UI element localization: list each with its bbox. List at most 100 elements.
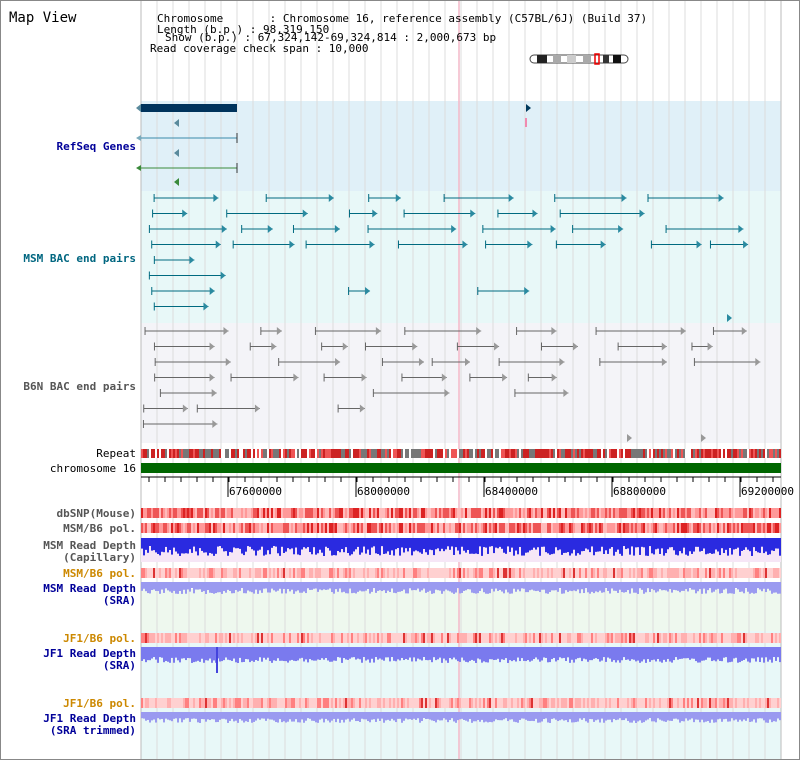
repeat-cell [365,449,367,458]
polymorphism-cell [687,508,689,518]
track-label-msm-depth-capillary[interactable]: MSM Read Depth [43,539,136,552]
repeat-cell [151,449,153,458]
polymorphism-cell [187,633,189,643]
polymorphism-cell [705,698,707,708]
polymorphism-cell [497,568,499,578]
polymorphism-cell [339,523,341,533]
track-label-dbsnp[interactable]: dbSNP(Mouse) [56,507,136,520]
polymorphism-cell [321,698,323,708]
polymorphism-cell [567,633,569,643]
depth-bar [643,647,645,660]
polymorphism-cell [671,523,673,533]
polymorphism-cell [505,698,507,708]
polymorphism-cell [481,523,483,533]
polymorphism-cell [229,568,231,578]
polymorphism-cell [669,568,671,578]
depth-bar [631,538,633,547]
depth-bar [449,538,451,550]
depth-bar [695,538,697,547]
depth-bar [761,712,763,719]
depth-bar [387,538,389,552]
polymorphism-cell [525,633,527,643]
polymorphism-cell [495,633,497,643]
depth-bar [147,582,149,594]
polymorphism-cell [509,508,511,518]
polymorphism-cell [391,698,393,708]
depth-bar [161,647,163,658]
polymorphism-cell [333,568,335,578]
polymorphism-cell [453,508,455,518]
polymorphism-cell [583,568,585,578]
polymorphism-cell [447,508,449,518]
depth-bar [193,538,195,547]
depth-bar [359,582,361,591]
polymorphism-cell [221,698,223,708]
polymorphism-cell [291,633,293,643]
depth-bar [627,647,629,660]
repeat-cell [203,449,205,458]
polymorphism-cell [489,568,491,578]
polymorphism-cell [211,568,213,578]
repeat-cell [657,449,659,458]
polymorphism-cell [223,633,225,643]
polymorphism-cell [477,508,479,518]
polymorphism-cell [191,523,193,533]
polymorphism-cell [191,568,193,578]
polymorphism-cell [581,633,583,643]
track-label-refseq[interactable]: RefSeq Genes [56,140,136,153]
depth-bar [187,538,189,554]
chromosome-ideogram-icon[interactable] [529,53,631,65]
repeat-cell [617,449,619,458]
polymorphism-cell [203,568,205,578]
polymorphism-cell [375,508,377,518]
polymorphism-cell [311,568,313,578]
polymorphism-cell [691,698,693,708]
polymorphism-cell [199,508,201,518]
polymorphism-cell [599,698,601,708]
polymorphism-cell [393,633,395,643]
depth-bar [433,538,435,556]
polymorphism-cell [393,508,395,518]
depth-bar [469,647,471,661]
polymorphism-cell [595,698,597,708]
track-label-msm-bac[interactable]: MSM BAC end pairs [23,252,136,265]
polymorphism-cell [277,568,279,578]
track-label-msm-b6-pol-2[interactable]: MSM/B6 pol. [63,567,136,580]
polymorphism-cell [575,568,577,578]
track-label-jf1-depth-sra[interactable]: JF1 Read Depth [43,647,136,660]
depth-bar [535,647,537,658]
depth-bar [461,647,463,658]
polymorphism-cell [351,568,353,578]
repeat-cell [645,449,647,458]
track-label-msm-b6-pol-1[interactable]: MSM/B6 pol. [63,522,136,535]
polymorphism-cell [681,698,683,708]
track-label-b6n-bac[interactable]: B6N BAC end pairs [23,380,136,393]
polymorphism-cell [707,633,709,643]
depth-bar [689,582,691,589]
depth-bar [671,538,673,548]
bac-end-arrow-icon [559,358,565,366]
polymorphism-cell [193,698,195,708]
track-label-msm-depth-sra[interactable]: MSM Read Depth [43,582,136,595]
depth-bar [759,538,761,553]
depth-bar [281,712,283,723]
track-label-jf1-depth-trimmed[interactable]: JF1 Read Depth [43,712,136,725]
polymorphism-cell [297,523,299,533]
polymorphism-cell [385,633,387,643]
polymorphism-cell [239,523,241,533]
track-label-jf1-b6-pol-1[interactable]: JF1/B6 pol. [63,632,136,645]
depth-bar [769,582,771,591]
bac-end-arrow-icon [508,194,514,202]
bac-end-arrow-icon [189,256,195,264]
bac-end-arrow-icon [395,194,401,202]
polymorphism-cell [301,698,303,708]
polymorphism-cell [195,523,197,533]
polymorphism-cell [399,698,401,708]
polymorphism-cell [175,523,177,533]
polymorphism-cell [207,568,209,578]
depth-bar [765,582,767,593]
track-label-jf1-b6-pol-2[interactable]: JF1/B6 pol. [63,697,136,710]
polymorphism-cell [545,508,547,518]
depth-bar [551,582,553,591]
